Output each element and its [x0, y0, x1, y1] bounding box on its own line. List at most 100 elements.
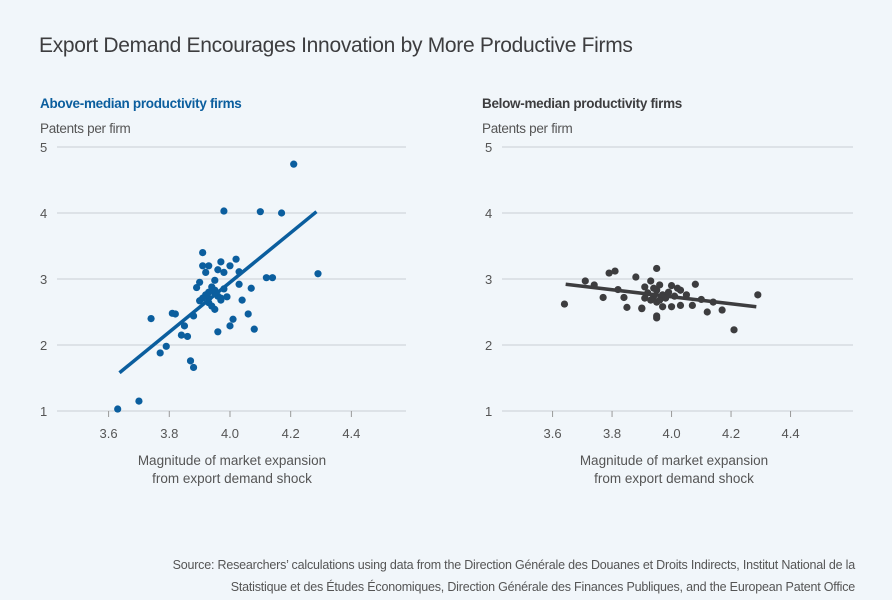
source-line-2: Statistique et des Études Économiques, D… [230, 580, 855, 594]
right-x-tick-label: 4.4 [781, 426, 799, 441]
right-data-point [754, 291, 762, 299]
left-data-point [290, 160, 298, 168]
left-data-point [199, 262, 207, 270]
right-data-point [653, 314, 661, 322]
right-data-point [647, 296, 655, 304]
left-x-tick-label: 4.4 [342, 426, 360, 441]
left-data-point [220, 268, 228, 276]
right-data-point [688, 301, 696, 309]
right-data-point [641, 294, 649, 302]
right-data-point [611, 267, 619, 275]
left-data-point [177, 331, 186, 339]
left-data-point [180, 322, 189, 330]
left-data-point [162, 342, 170, 350]
right-y-axis-label: Patents per firm [482, 121, 573, 136]
left-data-point [183, 332, 192, 341]
left-data-point [220, 207, 228, 215]
left-data-point [196, 278, 204, 286]
left-data-point [186, 357, 195, 365]
left-data-point [199, 249, 207, 257]
right-x-axis-label: Magnitude of market expansion from expor… [544, 452, 804, 488]
left-y-axis-label: Patents per firm [40, 121, 131, 136]
left-data-point [244, 310, 252, 318]
chart-title: Export Demand Encourages Innovation by M… [39, 34, 633, 57]
left-data-point [262, 274, 270, 282]
left-data-point [202, 268, 210, 276]
source-note: Source: Researchers’ calculations using … [30, 554, 856, 598]
right-data-point [676, 301, 685, 309]
left-x-axis-label-line1: Magnitude of market expansion [137, 453, 327, 468]
right-data-point [653, 264, 661, 273]
left-data-point [314, 270, 322, 278]
right-data-point [560, 300, 569, 308]
right-x-axis-label-line2: from export demand shock [594, 471, 754, 486]
left-data-point [256, 208, 264, 216]
right-panel-title: Below-median productivity firms [482, 96, 682, 111]
right-x-tick-label: 3.8 [603, 426, 621, 441]
right-y-tick-label: 4 [485, 206, 492, 221]
left-data-point [171, 310, 179, 318]
right-data-point [638, 304, 646, 312]
left-data-point [217, 258, 225, 266]
right-y-tick-label: 1 [485, 404, 492, 419]
right-data-point [620, 293, 628, 302]
right-data-point [703, 308, 711, 316]
left-data-point [211, 276, 219, 284]
right-y-tick-label: 5 [485, 140, 492, 155]
left-x-tick-label: 3.8 [160, 426, 178, 441]
right-x-axis-label-line1: Magnitude of market expansion [579, 453, 769, 468]
right-data-point [659, 303, 667, 311]
left-data-point [208, 283, 216, 291]
left-y-tick-label: 1 [40, 404, 47, 419]
left-data-point [205, 262, 213, 270]
left-x-axis-label: Magnitude of market expansion from expor… [102, 452, 362, 488]
right-data-point [656, 281, 664, 289]
left-panel-title: Above-median productivity firms [40, 96, 242, 111]
left-data-point [208, 302, 216, 310]
left-data-point [247, 284, 255, 292]
right-data-point [676, 286, 685, 294]
right-data-point [718, 306, 726, 314]
left-y-tick-label: 2 [40, 338, 47, 353]
left-data-point [114, 405, 122, 413]
right-data-point [664, 288, 673, 296]
right-trend-line [565, 282, 757, 309]
left-x-axis-label-line2: from export demand shock [152, 471, 312, 486]
left-x-tick-label: 4.2 [282, 426, 300, 441]
left-data-point [205, 288, 213, 296]
right-data-point [691, 280, 699, 288]
right-data-point [599, 293, 607, 302]
right-data-point [623, 303, 631, 311]
right-data-point [641, 283, 649, 291]
left-x-tick-label: 3.6 [100, 426, 118, 441]
left-data-point [223, 293, 231, 301]
left-data-point [193, 283, 201, 292]
left-trend-line [118, 210, 318, 375]
left-y-tick-label: 4 [40, 206, 47, 221]
left-data-point [229, 315, 237, 323]
left-data-point [277, 209, 286, 217]
left-data-point [214, 328, 222, 336]
source-line-1: Source: Researchers’ calculations using … [172, 558, 856, 572]
left-y-tick-label: 5 [40, 140, 47, 155]
left-data-point [214, 266, 222, 274]
left-data-point [199, 294, 207, 302]
left-data-point [189, 363, 198, 372]
left-data-point [268, 274, 277, 282]
right-data-point [581, 277, 589, 285]
left-y-tick-label: 3 [40, 272, 47, 287]
left-data-point [226, 322, 234, 330]
right-x-tick-label: 3.6 [544, 426, 562, 441]
right-data-point [605, 269, 613, 277]
left-data-point [135, 397, 143, 405]
left-data-point [250, 325, 258, 333]
left-data-point [217, 294, 225, 302]
right-x-tick-label: 4.0 [663, 426, 681, 441]
right-y-tick-label: 2 [485, 338, 492, 353]
left-data-point [232, 255, 240, 263]
right-data-point [667, 282, 676, 290]
left-data-point [147, 315, 155, 323]
left-data-point [156, 349, 164, 357]
left-data-point [235, 280, 243, 288]
